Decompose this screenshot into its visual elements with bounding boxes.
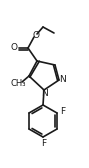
Text: O: O bbox=[11, 44, 18, 52]
Text: O: O bbox=[32, 31, 40, 39]
Text: N: N bbox=[42, 89, 48, 97]
Text: F: F bbox=[41, 138, 47, 148]
Text: N: N bbox=[60, 74, 66, 83]
Text: F: F bbox=[60, 108, 66, 116]
Text: CH₃: CH₃ bbox=[10, 79, 26, 89]
